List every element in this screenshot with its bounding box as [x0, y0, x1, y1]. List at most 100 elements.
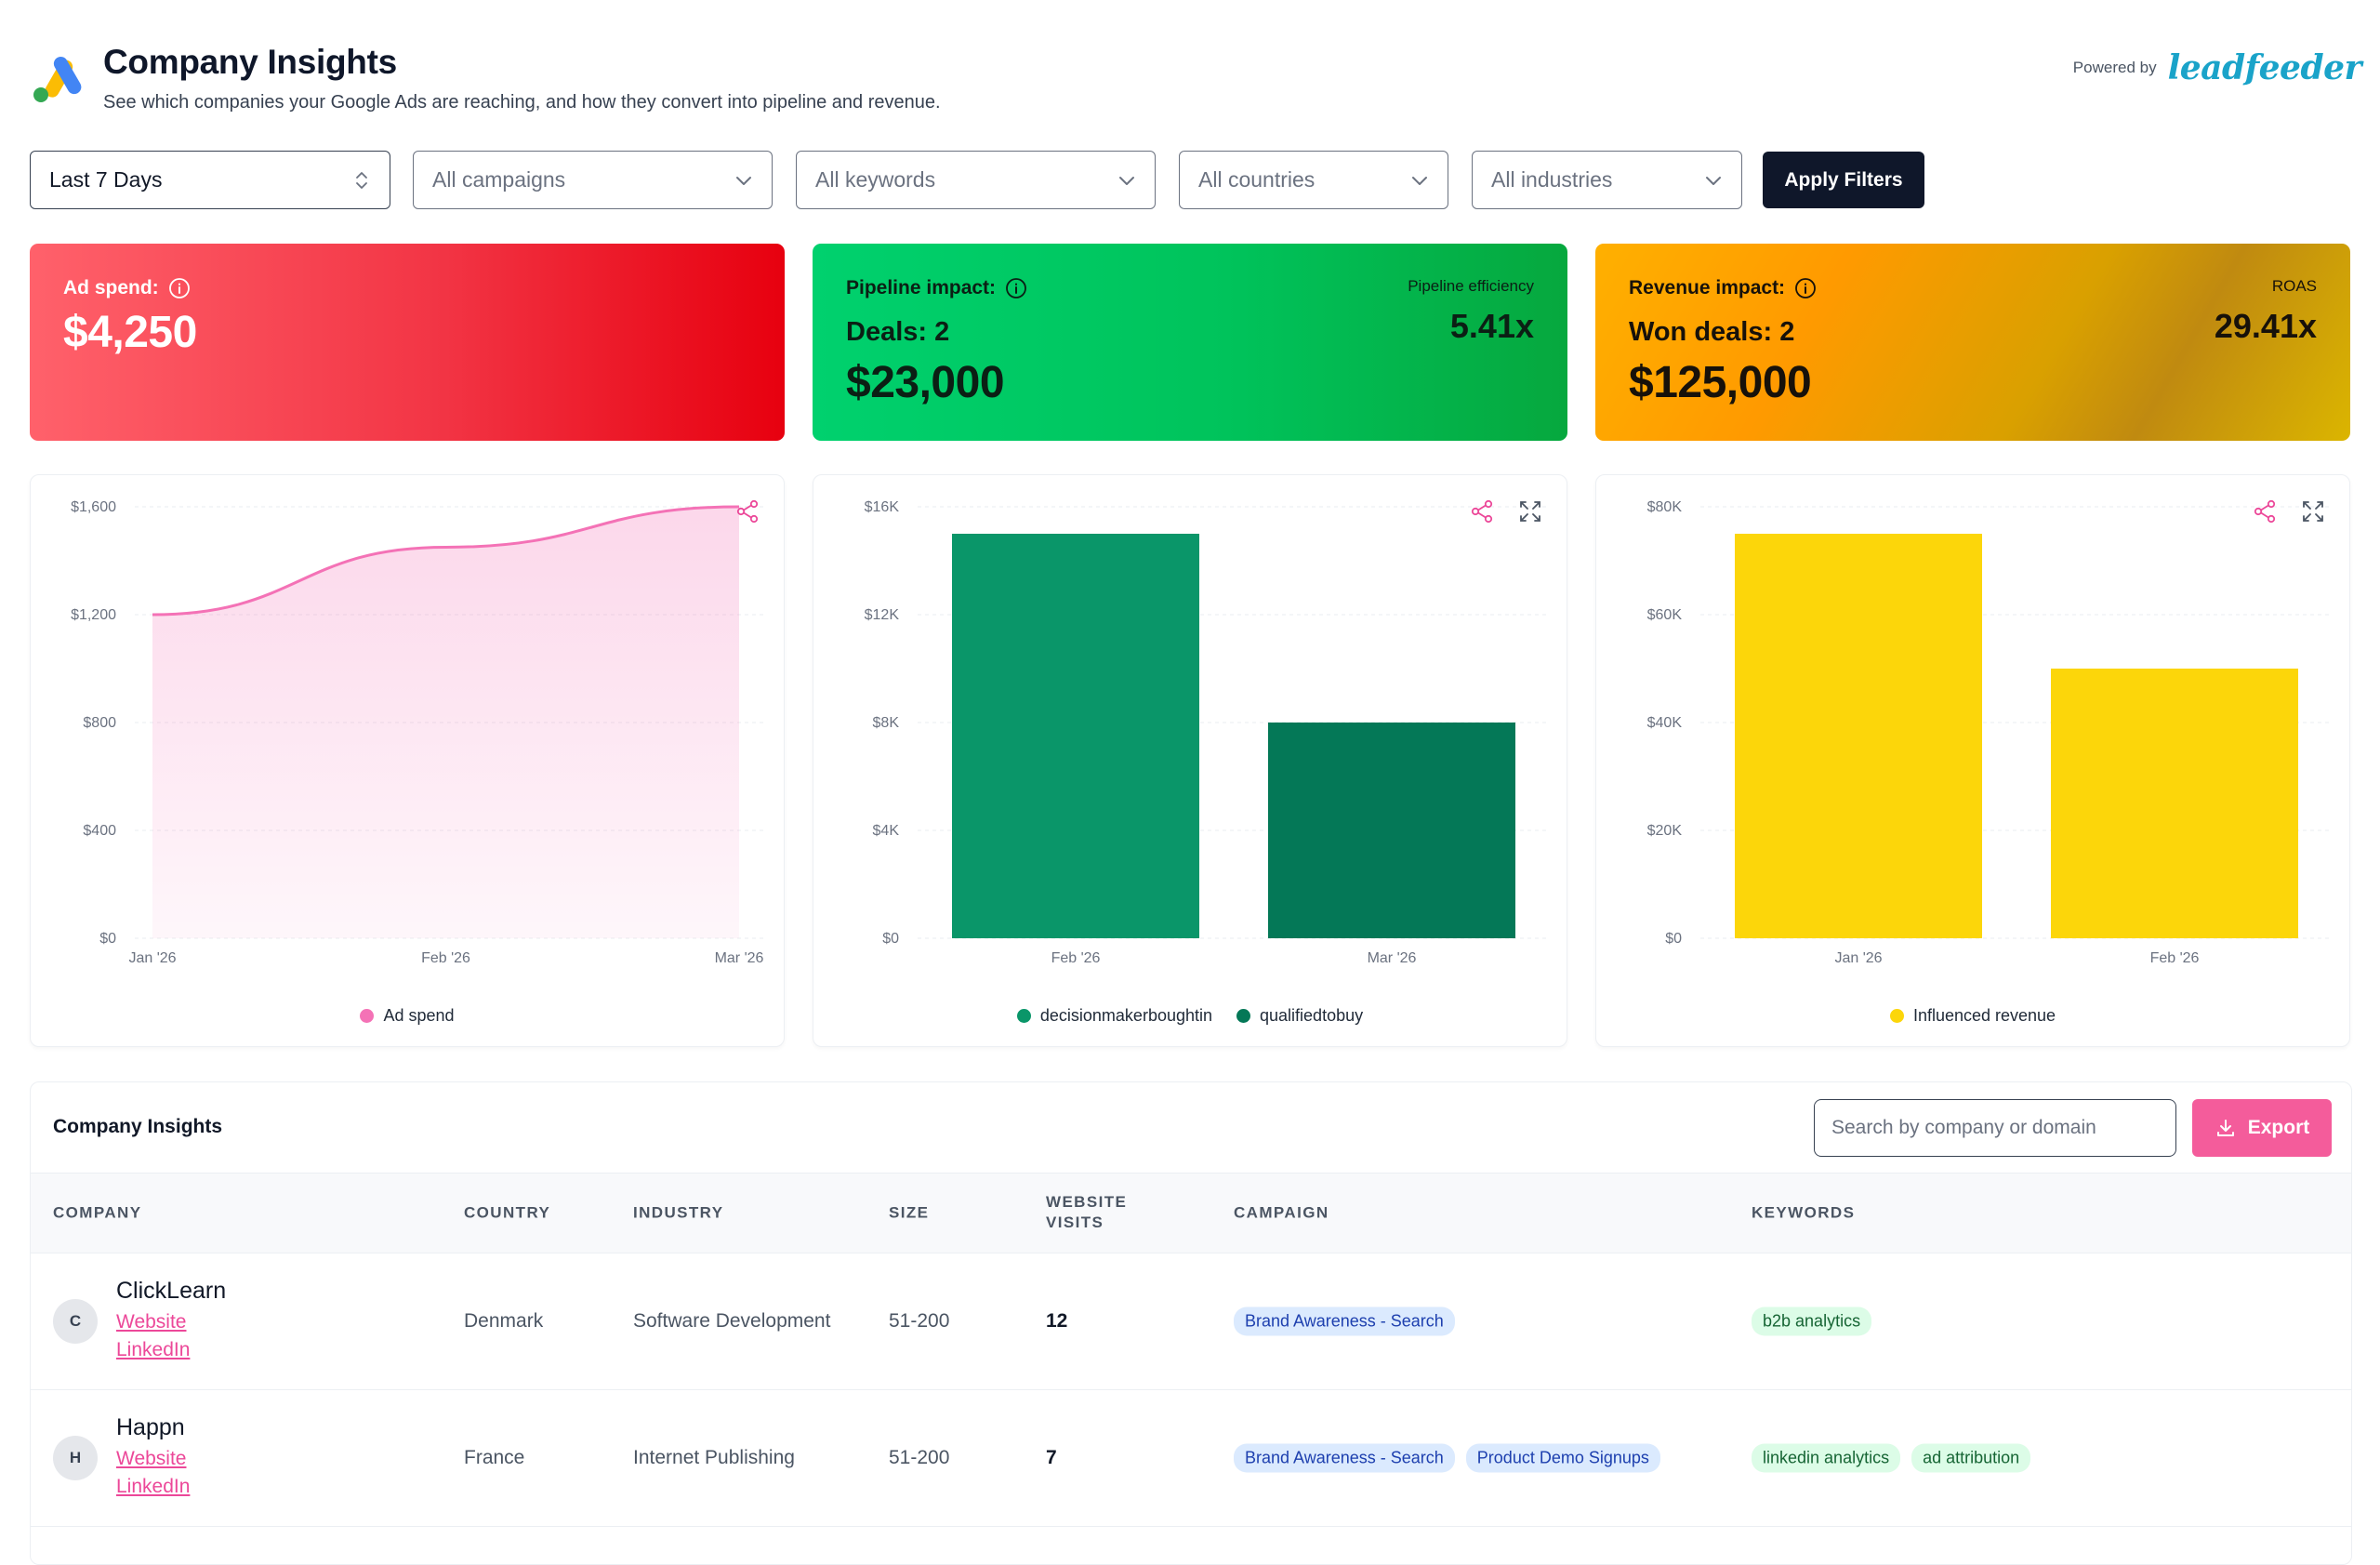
- campaigns-select-value: All campaigns: [432, 167, 566, 192]
- table-header: COMPANY COUNTRY INDUSTRY SIZE WEBSITE VI…: [31, 1173, 2351, 1253]
- countries-select[interactable]: All countries: [1179, 151, 1448, 209]
- chart-legend: decisionmakerboughtin qualifiedtobuy: [813, 1006, 1567, 1026]
- y-tick-label: $20K: [1647, 823, 1683, 839]
- export-button[interactable]: Export: [2192, 1099, 2332, 1157]
- y-tick-label: $8K: [873, 715, 900, 731]
- campaign-tags: Brand Awareness - Search Product Demo Si…: [1234, 1443, 1660, 1473]
- size-cell: 51-200: [889, 1310, 950, 1332]
- country-cell: Denmark: [464, 1310, 544, 1332]
- pipeline-label: Pipeline impact:: [846, 277, 997, 298]
- table-row: H Happn Website LinkedIn France Internet…: [31, 1390, 2351, 1527]
- pipeline-efficiency-value: 5.41x: [1449, 307, 1534, 345]
- won-deals: Won deals: 2: [1629, 317, 1795, 347]
- apply-filters-button[interactable]: Apply Filters: [1763, 152, 1924, 208]
- company-search-input[interactable]: [1814, 1099, 2176, 1157]
- keyword-tags: linkedin analytics ad attribution: [1752, 1443, 2031, 1473]
- y-tick-label: $0: [99, 931, 116, 947]
- pipeline-efficiency-label: Pipeline efficiency: [1408, 277, 1534, 295]
- chart-tools: [1468, 497, 1544, 525]
- website-link[interactable]: Website: [116, 1311, 187, 1333]
- expand-icon[interactable]: [2299, 497, 2327, 525]
- col-website-visits-line-2: VISITS: [1046, 1214, 1104, 1232]
- powered-by-label: Powered by: [2072, 59, 2157, 76]
- pipeline-amount: $23,000: [846, 358, 1005, 407]
- chevron-down-icon: [1412, 176, 1427, 185]
- table-title: Company Insights: [53, 1116, 223, 1137]
- visits-cell: 12: [1046, 1310, 1068, 1332]
- linkedin-link[interactable]: LinkedIn: [116, 1339, 191, 1360]
- legend-item[interactable]: qualifiedtobuy: [1236, 1006, 1363, 1026]
- pipeline-chart: $0 $4K $8K $12K $16K Feb '26 Mar '26: [865, 499, 1550, 966]
- keyword-tag: b2b analytics: [1752, 1306, 1872, 1336]
- campaigns-select[interactable]: All campaigns: [413, 151, 773, 209]
- keywords-select[interactable]: All keywords: [796, 151, 1156, 209]
- campaign-tag: Brand Awareness - Search: [1234, 1443, 1455, 1473]
- ad-spend-label: Ad spend:: [63, 277, 159, 298]
- y-tick-label: $1,200: [71, 607, 116, 623]
- ad-spend-chart-card: $0 $400 $800 $1,200 $1,600 Jan '26 Feb '26 Mar …: [30, 474, 785, 1047]
- share-icon[interactable]: [2251, 497, 2279, 525]
- revenue-amount: $125,000: [1629, 358, 1812, 407]
- industries-select-value: All industries: [1491, 167, 1613, 192]
- legend-dot: [360, 1009, 375, 1023]
- col-website-visits[interactable]: WEBSITE VISITS: [1046, 1192, 1127, 1235]
- chart-tools: [2251, 497, 2327, 525]
- info-icon[interactable]: [168, 277, 191, 299]
- legend-label: Influenced revenue: [1912, 1006, 2056, 1025]
- info-icon[interactable]: [1794, 277, 1817, 299]
- period-select[interactable]: Last 7 Days: [30, 151, 390, 209]
- ad-spend-label-row: Ad spend:: [63, 277, 191, 299]
- bar[interactable]: [952, 534, 1199, 938]
- export-label: Export: [2247, 1117, 2310, 1138]
- col-country[interactable]: COUNTRY: [464, 1203, 551, 1222]
- bar[interactable]: [1735, 534, 1982, 938]
- ad-spend-card: Ad spend: $4,250: [30, 244, 785, 441]
- col-campaign[interactable]: CAMPAIGN: [1234, 1203, 1329, 1222]
- revenue-chart-card: $0 $20K $40K $60K $80K Jan '26 Feb '26 Influen…: [1595, 474, 2350, 1047]
- legend-dot: [1016, 1009, 1031, 1023]
- legend-label: decisionmakerboughtin: [1039, 1006, 1213, 1025]
- avatar: C: [53, 1299, 98, 1344]
- y-tick-label: $1,600: [71, 499, 116, 515]
- col-company[interactable]: COMPANY: [53, 1203, 142, 1222]
- col-size[interactable]: SIZE: [889, 1203, 930, 1222]
- chart-tools: [734, 497, 761, 525]
- chevron-down-icon: [1706, 176, 1721, 185]
- series-line: [152, 505, 740, 617]
- x-tick-label: Jan '26: [128, 950, 176, 966]
- x-tick-label: Feb '26: [421, 950, 470, 966]
- y-tick-label: $4K: [873, 823, 900, 839]
- keyword-tag: linkedin analytics: [1752, 1443, 1901, 1473]
- legend-label: Ad spend: [383, 1006, 455, 1025]
- legend-item[interactable]: decisionmakerboughtin: [1016, 1006, 1213, 1026]
- col-industry[interactable]: INDUSTRY: [633, 1203, 724, 1222]
- linkedin-link[interactable]: LinkedIn: [116, 1476, 191, 1497]
- info-icon[interactable]: [1005, 277, 1027, 299]
- industries-select[interactable]: All industries: [1472, 151, 1742, 209]
- bar[interactable]: [1268, 723, 1515, 938]
- share-icon[interactable]: [1468, 497, 1496, 525]
- legend-dot: [1236, 1009, 1251, 1023]
- legend-item[interactable]: Influenced revenue: [1889, 1006, 2056, 1026]
- leadfeeder-logo[interactable]: leadfeeder: [2167, 48, 2362, 87]
- legend-item[interactable]: Ad spend: [360, 1006, 455, 1026]
- col-keywords[interactable]: KEYWORDS: [1752, 1203, 1856, 1222]
- avatar: H: [53, 1436, 98, 1480]
- industry-cell: Software Development: [633, 1310, 831, 1332]
- expand-icon[interactable]: [1516, 497, 1544, 525]
- campaign-tags: Brand Awareness - Search: [1234, 1306, 1455, 1336]
- bar[interactable]: [2051, 669, 2298, 938]
- table-row: C ClickLearn Website LinkedIn Denmark So…: [31, 1253, 2351, 1390]
- area-fill: [152, 507, 739, 938]
- page-subtitle: See which companies your Google Ads are …: [103, 92, 941, 113]
- y-tick-label: $0: [1665, 931, 1682, 947]
- roas-value: 29.41x: [2214, 307, 2317, 345]
- revenue-chart: $0 $20K $40K $60K $80K Jan '26 Feb '26: [1647, 499, 2333, 966]
- keywords-select-value: All keywords: [815, 167, 936, 192]
- col-website-visits-line-1: WEBSITE: [1046, 1192, 1128, 1211]
- share-icon[interactable]: [734, 497, 761, 525]
- website-link[interactable]: Website: [116, 1448, 187, 1469]
- x-tick-label: Jan '26: [1834, 950, 1882, 966]
- chart-legend: Ad spend: [31, 1006, 784, 1026]
- revenue-label: Revenue impact:: [1629, 277, 1786, 298]
